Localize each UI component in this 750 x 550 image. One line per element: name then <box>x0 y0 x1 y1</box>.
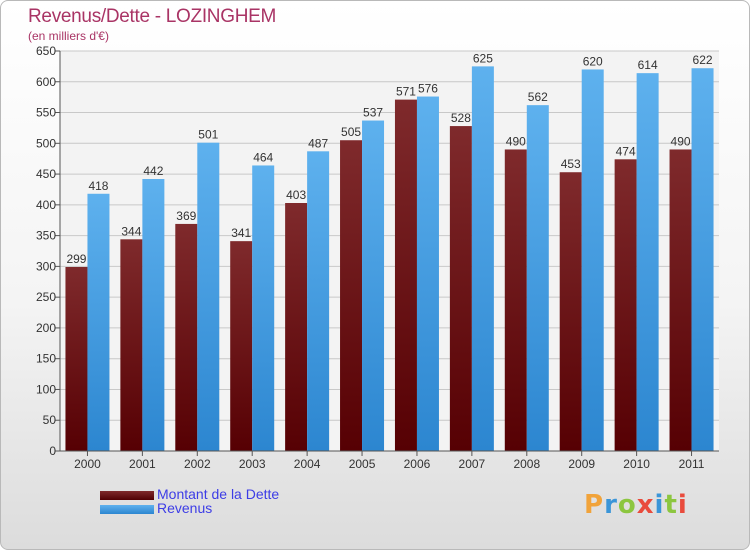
gridlines <box>60 50 719 452</box>
y-tick-label: 150 <box>36 352 56 366</box>
bar-debt <box>559 172 582 451</box>
bar-debt <box>669 149 692 451</box>
value-label-revenue: 442 <box>143 164 163 178</box>
logo-letter: t <box>664 490 678 520</box>
value-label-debt: 528 <box>451 111 471 125</box>
bar-revenue <box>636 73 659 452</box>
bar-debt <box>120 239 143 451</box>
bar-revenue <box>87 193 110 451</box>
bar-revenue <box>252 165 275 451</box>
value-label-revenue: 487 <box>308 136 328 150</box>
axes: 0 50 100 150 200 250 300 350 400 450 500 550 600 650 2… <box>36 44 719 471</box>
bars <box>65 66 714 452</box>
legend-swatch-debt <box>100 491 154 500</box>
x-tick-label: 2008 <box>513 457 540 471</box>
x-tick-label: 2001 <box>129 457 156 471</box>
bar-revenue <box>197 142 220 451</box>
y-tick-label: 200 <box>36 321 56 335</box>
value-label-debt: 490 <box>506 134 526 148</box>
bar-debt <box>449 126 472 452</box>
value-label-debt: 571 <box>396 85 416 99</box>
legend-label-revenue: Revenus <box>157 500 213 516</box>
y-tick-label: 400 <box>36 198 56 212</box>
value-label-debt: 344 <box>121 224 141 238</box>
logo-letter: P <box>584 490 605 520</box>
chart-subtitle: (en milliers d'€) <box>28 29 109 43</box>
logo-letter: x <box>636 490 655 520</box>
legend-swatch-revenue <box>100 505 154 514</box>
bar-revenue <box>307 151 330 452</box>
value-label-revenue: 464 <box>253 150 273 164</box>
bar-revenue <box>526 105 549 452</box>
bar-debt <box>285 203 308 451</box>
value-label-revenue: 622 <box>693 53 713 67</box>
x-tick-label: 2010 <box>623 457 650 471</box>
bar-revenue <box>581 69 604 451</box>
value-label-revenue: 418 <box>88 179 108 193</box>
bar-revenue <box>691 68 714 451</box>
value-label-revenue: 625 <box>473 51 493 65</box>
value-label-debt: 505 <box>341 125 361 139</box>
x-tick-label: 2004 <box>294 457 321 471</box>
bar-revenue <box>362 120 385 452</box>
logo-letter: o <box>617 490 637 520</box>
value-label-debt: 341 <box>231 226 251 240</box>
x-tick-label: 2002 <box>184 457 211 471</box>
value-label-revenue: 620 <box>583 54 603 68</box>
y-tick-label: 250 <box>36 290 56 304</box>
logo-letter: i <box>654 490 665 520</box>
bar-debt <box>65 267 88 451</box>
logo-letter: i <box>677 490 688 520</box>
value-label-debt: 299 <box>66 252 86 266</box>
value-label-debt: 490 <box>671 134 691 148</box>
value-label-revenue: 576 <box>418 82 438 96</box>
y-tick-label: 500 <box>36 136 56 150</box>
x-tick-label: 2000 <box>74 457 101 471</box>
value-label-debt: 474 <box>616 144 636 158</box>
x-tick-label: 2005 <box>349 457 376 471</box>
y-tick-label: 50 <box>43 413 57 427</box>
chart-title: Revenus/Dette - LOZINGHEM <box>28 6 277 27</box>
bar-debt <box>614 159 637 452</box>
proxiti-logo: Proxiti <box>584 490 688 520</box>
x-tick-label: 2007 <box>459 457 486 471</box>
y-tick-label: 100 <box>36 382 56 396</box>
x-tick-label: 2006 <box>404 457 431 471</box>
plot-area <box>60 51 719 451</box>
y-tick-label: 650 <box>36 44 56 58</box>
value-label-debt: 453 <box>561 157 581 171</box>
bar-debt <box>175 223 198 451</box>
y-tick-label: 600 <box>36 75 56 89</box>
bar-debt <box>340 140 363 451</box>
value-label-revenue: 501 <box>198 128 218 142</box>
bar-revenue <box>471 66 494 451</box>
y-tick-label: 350 <box>36 229 56 243</box>
bar-revenue <box>142 179 165 451</box>
value-label-revenue: 562 <box>528 90 548 104</box>
bar-debt <box>230 241 253 451</box>
y-tick-label: 550 <box>36 106 56 120</box>
value-label-debt: 369 <box>176 209 196 223</box>
value-label-revenue: 614 <box>638 58 658 72</box>
legend-label-debt: Montant de la Dette <box>157 486 280 502</box>
x-tick-label: 2009 <box>568 457 595 471</box>
logo-letter: r <box>604 490 618 520</box>
x-tick-label: 2011 <box>679 457 705 471</box>
bar-revenue <box>416 96 439 452</box>
x-tick-label: 2003 <box>239 457 266 471</box>
bar-debt <box>504 149 527 451</box>
bar-debt <box>394 99 417 451</box>
y-tick-label: 450 <box>36 167 56 181</box>
y-tick-label: 300 <box>36 259 56 273</box>
y-tick-label: 0 <box>49 444 56 458</box>
value-label-debt: 403 <box>286 188 306 202</box>
value-label-revenue: 537 <box>363 106 383 120</box>
